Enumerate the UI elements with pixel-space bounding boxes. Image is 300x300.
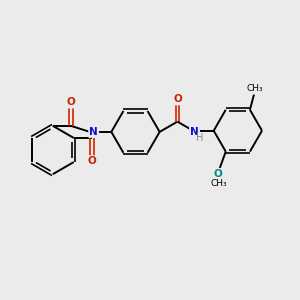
Text: N: N [190,127,199,137]
Text: H: H [196,133,204,143]
Text: O: O [214,169,223,179]
Text: N: N [89,127,98,137]
Text: CH₃: CH₃ [210,179,227,188]
Text: CH₃: CH₃ [247,84,263,93]
Text: O: O [88,156,96,166]
Text: O: O [67,98,75,107]
Text: O: O [173,94,182,104]
